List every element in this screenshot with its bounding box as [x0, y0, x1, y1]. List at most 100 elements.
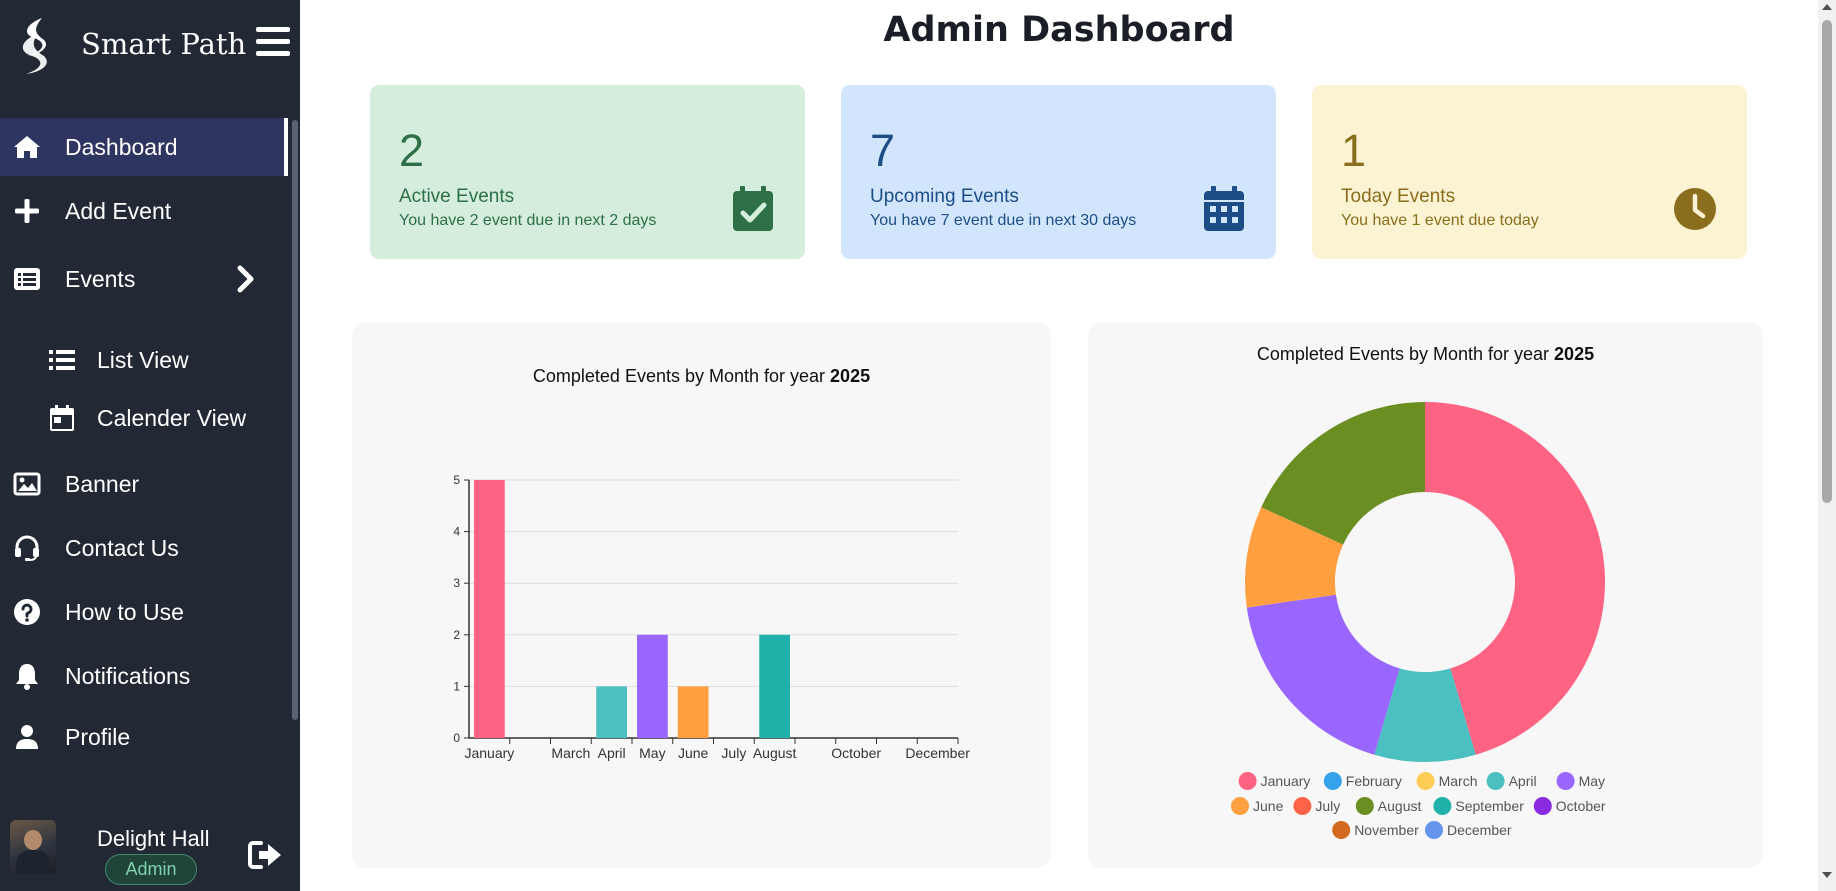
stat-card-active-events[interactable]: 2 Active Events You have 2 event due in …	[370, 85, 805, 259]
sidebar-item-dashboard[interactable]: Dashboard	[0, 118, 288, 176]
slice-may	[1246, 594, 1400, 755]
question-circle-icon	[12, 597, 42, 627]
chart-title-year: 2025	[1554, 344, 1595, 364]
list-alt-icon	[12, 264, 42, 294]
legend-swatch	[1231, 797, 1249, 815]
sidebar-item-label: Dashboard	[65, 133, 178, 160]
brand-name: Smart Path	[81, 27, 247, 61]
sidebar-item-label: How to Use	[65, 598, 184, 625]
sidebar-item-label: List View	[97, 346, 189, 373]
y-tick-label: 5	[453, 473, 460, 487]
stat-number: 7	[870, 125, 896, 176]
user-name: Delight Hall	[97, 826, 210, 851]
calendar-icon	[47, 403, 77, 433]
stat-title: Today Events	[1341, 186, 1456, 207]
legend-label: January	[1261, 773, 1311, 789]
stat-title: Upcoming Events	[870, 186, 1019, 207]
headset-icon	[12, 533, 42, 563]
image-icon	[12, 469, 42, 499]
chevron-right-icon	[237, 265, 254, 293]
legend-item-october: October	[1533, 797, 1606, 815]
legend-swatch	[1533, 797, 1552, 815]
stat-number: 2	[399, 125, 425, 176]
sidebar-item-contact-us[interactable]: Contact Us	[0, 519, 288, 577]
page-title: Admin Dashboard	[883, 10, 1235, 50]
brand: Smart Path	[0, 0, 300, 95]
legend-label: September	[1455, 798, 1524, 814]
home-icon	[12, 132, 42, 162]
stat-description: You have 7 event due in next 30 days	[870, 212, 1137, 229]
slice-january	[1425, 402, 1605, 755]
slice-june	[1245, 507, 1344, 608]
bar-chart-panel: Completed Events by Month for year 2025 …	[352, 322, 1051, 868]
legend-swatch	[1238, 772, 1257, 790]
sidebar: Smart Path Dashboard Add Event Event	[0, 0, 300, 891]
sidebar-item-list-view[interactable]: List View	[0, 331, 288, 389]
chart-title: Completed Events by Month for year 2025	[352, 366, 1051, 387]
x-tick-label: April	[598, 745, 626, 761]
sidebar-item-label: Profile	[65, 723, 131, 750]
chart-title-text: Completed Events by Month for year	[532, 366, 826, 386]
legend-swatch	[1332, 821, 1351, 839]
sidebar-item-label: Events	[65, 265, 136, 292]
logout-icon[interactable]	[247, 839, 283, 871]
x-tick-label: August	[753, 745, 797, 761]
y-tick-label: 4	[453, 525, 460, 539]
legend-label: March	[1439, 773, 1478, 789]
sidebar-item-calender-view[interactable]: Calender View	[0, 389, 288, 447]
scroll-down-arrow-icon[interactable]	[1822, 872, 1832, 878]
x-tick-label: December	[905, 745, 970, 761]
x-tick-label: March	[551, 745, 590, 761]
menu-toggle-icon[interactable]	[256, 27, 290, 57]
sidebar-item-how-to-use[interactable]: How to Use	[0, 583, 288, 641]
sidebar-item-label: Banner	[65, 470, 140, 497]
legend-label: December	[1447, 822, 1512, 838]
bar-june	[677, 686, 709, 738]
bar-april	[596, 686, 627, 738]
sidebar-item-notifications[interactable]: Notifications	[0, 647, 288, 705]
y-tick-label: 2	[453, 628, 460, 642]
legend-swatch	[1416, 772, 1435, 790]
donut-chart: January February March April May June July Augu…	[1231, 402, 1606, 839]
stat-number: 1	[1341, 125, 1367, 176]
legend-swatch	[1323, 772, 1342, 790]
legend-item-april: April	[1486, 772, 1537, 790]
sidebar-scrollbar[interactable]	[292, 120, 298, 720]
x-tick-label: May	[639, 745, 665, 761]
stat-card-today-events[interactable]: 1 Today Events You have 1 event due toda…	[1312, 85, 1747, 259]
sidebar-item-label: Add Event	[65, 197, 172, 224]
legend-item-may: May	[1556, 772, 1605, 790]
x-tick-label: June	[678, 745, 709, 761]
sidebar-item-profile[interactable]: Profile	[0, 708, 288, 766]
legend-label: October	[1556, 798, 1606, 814]
user-icon	[12, 722, 42, 752]
slice-august	[1261, 402, 1425, 545]
y-tick-label: 1	[453, 679, 460, 693]
stat-card-upcoming-events[interactable]: 7 Upcoming Events You have 7 event due i…	[841, 85, 1276, 259]
legend-item-september: September	[1433, 797, 1524, 815]
sidebar-item-label: Notifications	[65, 662, 191, 689]
logo-icon	[22, 18, 47, 74]
legend-swatch	[1556, 772, 1575, 790]
legend-item-november: November	[1332, 821, 1419, 839]
legend-swatch	[1433, 797, 1452, 815]
scroll-up-arrow-icon[interactable]	[1822, 4, 1832, 10]
y-tick-label: 0	[453, 731, 460, 745]
legend-label: April	[1509, 773, 1537, 789]
bar-chart: 0 1 2 3 4 5 January March April May June July August…	[453, 473, 970, 761]
chart-title-text: Completed Events by Month for year	[1256, 344, 1550, 364]
user-role-badge: Admin	[105, 854, 197, 885]
legend-item-march: March	[1416, 772, 1478, 790]
sidebar-item-add-event[interactable]: Add Event	[0, 182, 288, 240]
page-scrollbar-thumb[interactable]	[1822, 20, 1832, 503]
legend-item-june: June	[1231, 797, 1284, 815]
sidebar-item-label: Calender View	[97, 404, 247, 431]
legend-swatch	[1355, 797, 1374, 815]
sidebar-item-banner[interactable]: Banner	[0, 455, 288, 513]
bar-august	[759, 634, 790, 738]
main-content: Admin Dashboard 2 Active Events You have…	[300, 0, 1818, 891]
chart-title: Completed Events by Month for year 2025	[1088, 344, 1763, 365]
calendar-days-icon	[1204, 186, 1244, 231]
sidebar-item-events[interactable]: Events	[0, 246, 288, 312]
stat-description: You have 2 event due in next 2 days	[399, 212, 657, 229]
